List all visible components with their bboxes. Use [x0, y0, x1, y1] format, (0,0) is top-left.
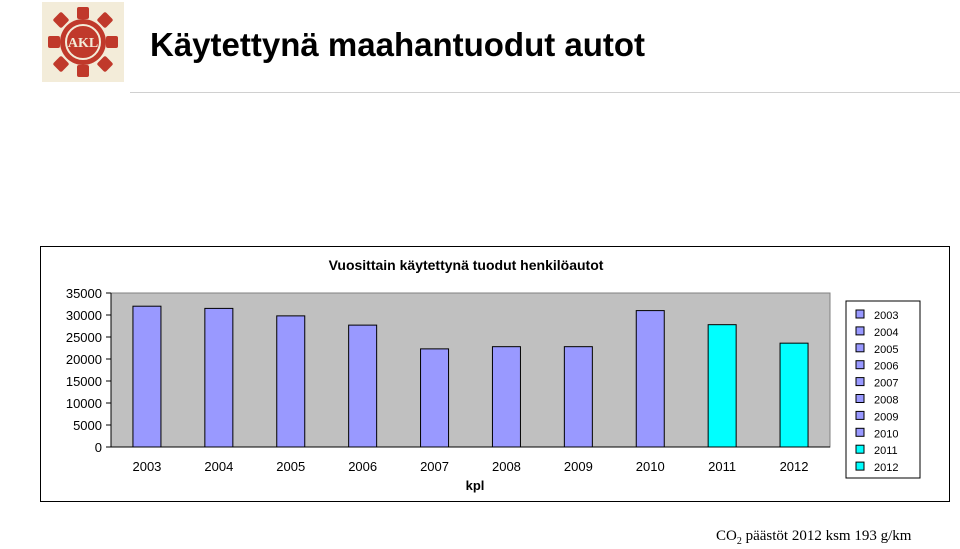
- legend-label: 2005: [874, 344, 898, 356]
- legend-label: 2006: [874, 361, 898, 373]
- bar-2004: [204, 307, 234, 448]
- x-tick-label: 2005: [276, 459, 305, 474]
- x-tick-label: 2011: [708, 459, 736, 474]
- legend-label: 2008: [874, 395, 898, 407]
- y-tick-label: 25000: [66, 330, 102, 345]
- co2-text: päästöt 2012 ksm 193 g/km: [741, 528, 912, 544]
- legend: 2003 2004 2005 2006 2007 2008 2009 2010 2011 2012: [845, 300, 921, 479]
- x-axis: 2003 2004 2005 2006 2007 2008 2009 2010 2011 2012: [111, 446, 830, 474]
- x-tick-label: 2008: [492, 459, 521, 474]
- y-tick-label: 5000: [73, 418, 102, 433]
- bar-2003: [132, 305, 162, 448]
- co2-subscript: 2: [736, 536, 742, 547]
- co2-prefix: CO: [716, 528, 737, 544]
- legend-label: 2004: [874, 327, 898, 339]
- x-tick-label: 2006: [348, 459, 377, 474]
- bar-2011: [707, 324, 737, 448]
- x-tick-label: 2010: [636, 459, 665, 474]
- title-divider: [130, 92, 960, 93]
- bar-2009: [563, 346, 593, 448]
- legend-swatch: [855, 326, 865, 336]
- y-tick-label: 10000: [66, 396, 102, 411]
- bar-2012: [779, 342, 809, 448]
- x-tick-label: 2012: [780, 459, 809, 474]
- y-tick-label: 30000: [66, 308, 102, 323]
- legend-label: 2012: [874, 462, 898, 474]
- x-tick-label: 2003: [132, 459, 161, 474]
- legend-label: 2007: [874, 378, 898, 390]
- legend-swatch: [855, 410, 865, 420]
- legend-label: 2011: [874, 445, 898, 457]
- co2-footnote: CO2 päästöt 2012 ksm 193 g/km: [716, 528, 911, 547]
- legend-label: 2003: [874, 310, 898, 322]
- bar-2007: [420, 348, 450, 448]
- bars: [132, 305, 809, 448]
- legend-swatch: [855, 377, 865, 387]
- legend-swatch: [855, 444, 865, 454]
- y-tick-label: 20000: [66, 352, 102, 367]
- legend-swatch: [855, 394, 865, 403]
- y-tick-label: 0: [95, 440, 102, 455]
- legend-swatch: [855, 360, 865, 370]
- page-title: Käytettynä maahantuodut autot: [150, 26, 646, 63]
- bar-2010: [635, 310, 665, 448]
- akl-logo-icon: AKL: [48, 7, 118, 77]
- bar-2005: [276, 315, 306, 448]
- y-tick-label: 15000: [66, 374, 102, 389]
- y-axis: 0 5000 10000 15000 20000 25000 30000 35000: [66, 286, 112, 455]
- bar-2008: [491, 346, 521, 448]
- legend-swatch: [855, 427, 865, 437]
- legend-swatch: [855, 309, 865, 319]
- logo-text: AKL: [68, 36, 98, 51]
- x-tick-label: 2007: [420, 459, 449, 474]
- x-tick-label: 2009: [564, 459, 593, 474]
- x-tick-label: 2004: [204, 459, 233, 474]
- legend-label: 2009: [874, 411, 898, 423]
- bar-2006: [348, 324, 378, 448]
- legend-swatch: [855, 343, 865, 353]
- x-axis-label: kpl: [466, 478, 485, 493]
- legend-label: 2010: [874, 428, 898, 440]
- akl-logo: AKL: [42, 2, 124, 82]
- y-tick-label: 35000: [66, 286, 102, 301]
- chart-title: Vuosittain käytettynä tuodut henkilöauto…: [329, 257, 604, 273]
- legend-swatch: [855, 461, 865, 471]
